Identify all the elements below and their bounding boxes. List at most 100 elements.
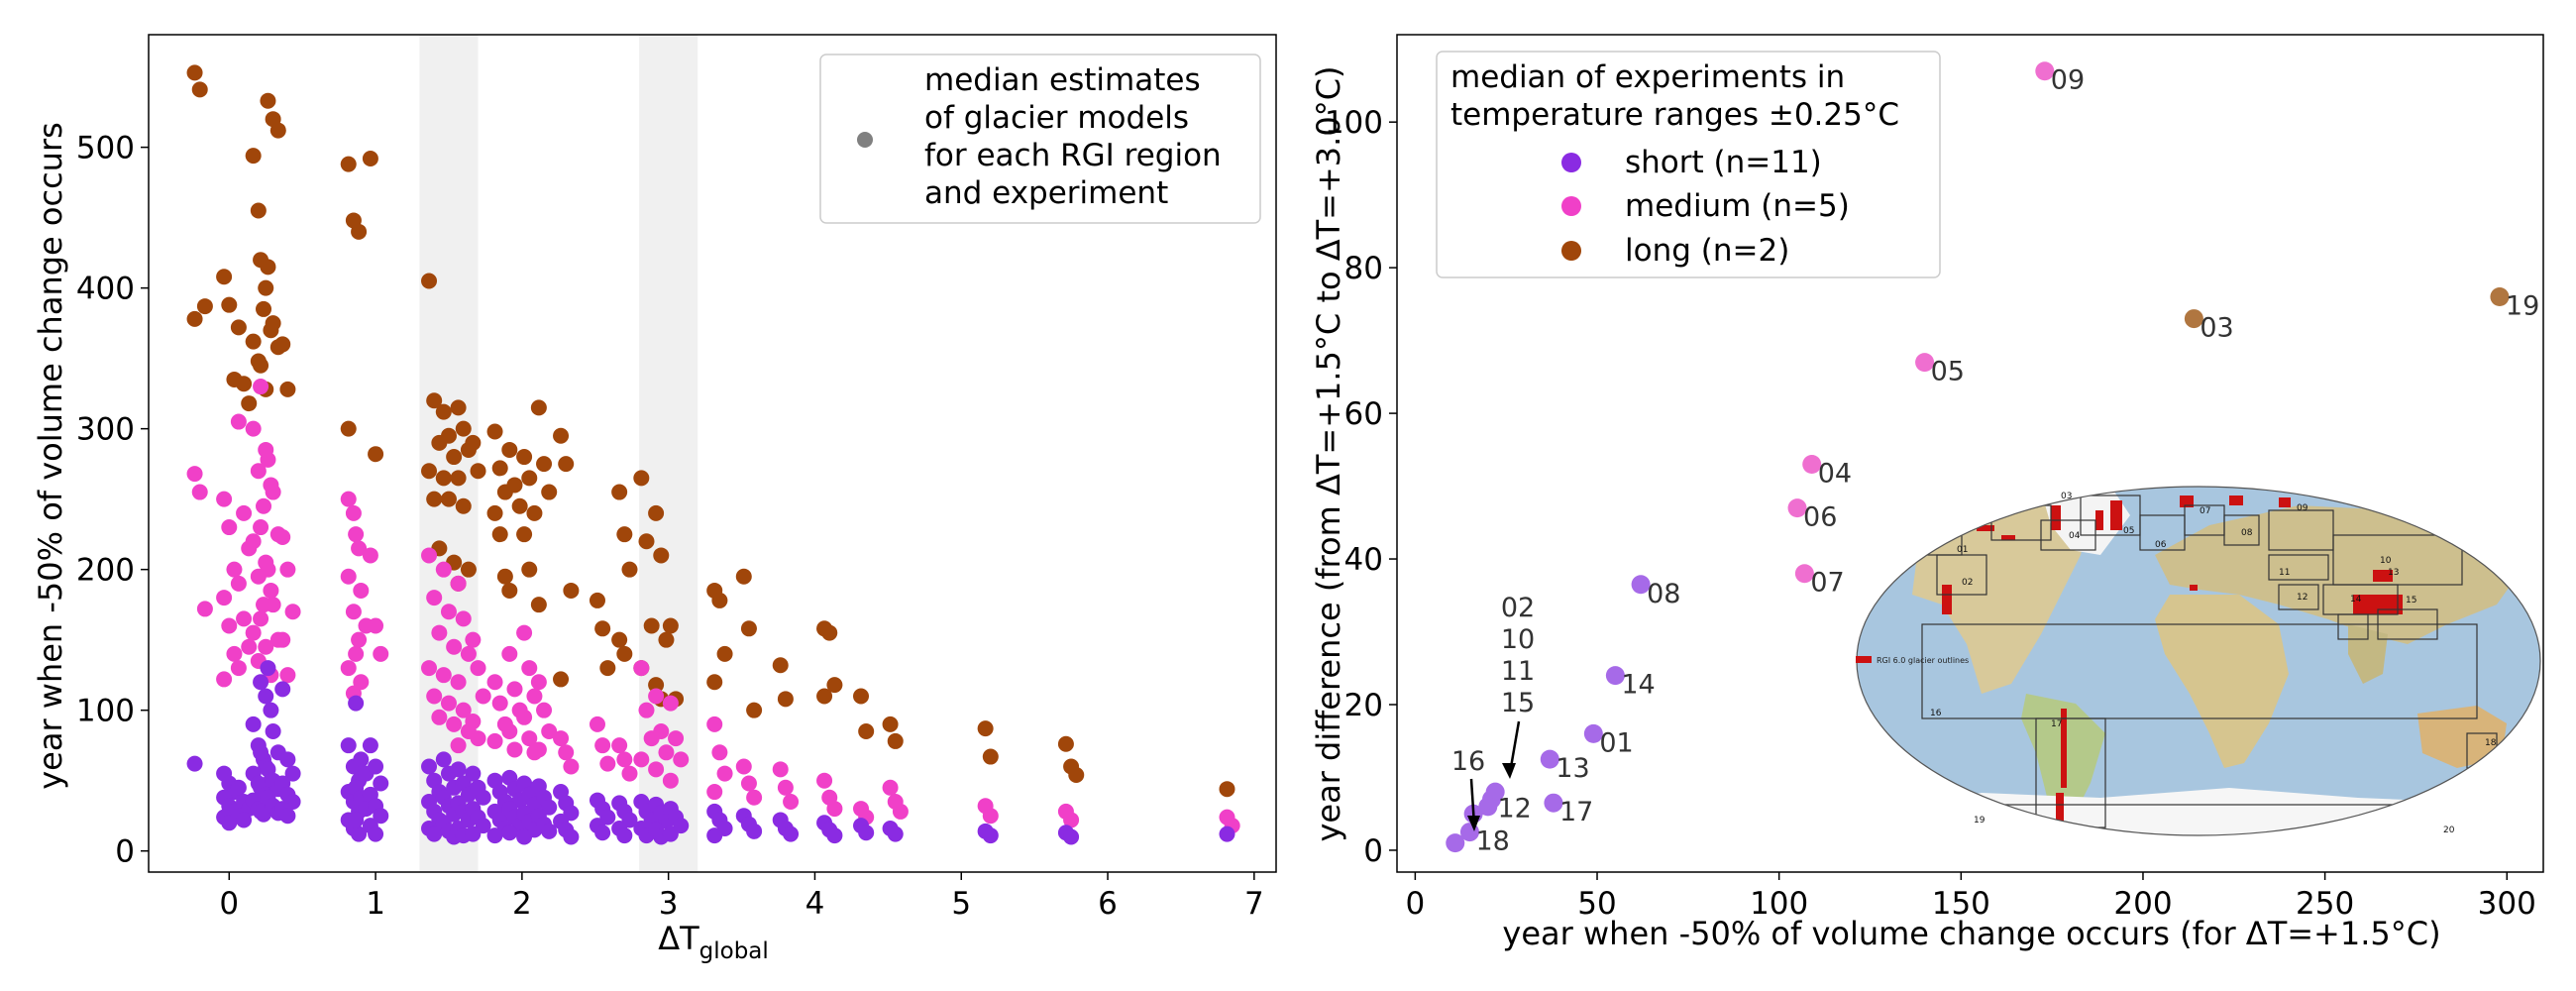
left-point [265,484,281,500]
right-annotations: 02 10 11 15 16 [1451,593,1535,831]
left-point [740,620,757,637]
left-point [558,744,575,761]
left-point [368,758,384,775]
left-point [887,732,904,749]
left-point [274,529,291,545]
left-point [368,617,384,634]
left-point [470,463,486,480]
left-point [279,561,296,578]
left-point [260,660,276,677]
left-point [541,722,558,739]
right-point-13 [1540,749,1559,769]
left-point [245,148,262,165]
left-point [421,463,438,480]
left-point [253,357,269,374]
left-point [284,604,301,620]
left-point [253,519,269,536]
left-point [616,751,633,768]
left-point [594,825,611,841]
left-point [450,761,467,778]
left-point [455,610,472,627]
left-point [253,803,269,820]
map-region-label-17: 17 [2051,719,2062,729]
map-glacier-outlines [1942,496,2502,823]
map-region-label-15: 15 [2406,596,2416,606]
left-point [340,660,357,677]
left-point [616,645,633,662]
right-point-04 [1802,455,1822,475]
left-point [465,826,482,842]
left-point [611,737,628,754]
left-point [279,381,296,397]
left-point [340,737,357,754]
left-point [450,399,467,416]
left-point [256,497,272,514]
left-point [982,808,999,825]
right-y-tick-label: 0 [1363,833,1383,869]
left-point [221,617,238,634]
left-point [186,64,203,81]
left-point [265,597,281,613]
left-point [340,420,357,437]
left-point [353,674,370,691]
left-point [221,519,238,536]
point-label-09: 09 [2051,65,2085,96]
left-point [536,702,553,718]
left-x-tick-label: 3 [659,886,679,922]
left-scatter-points [186,64,1240,845]
left-point [777,691,794,708]
left-point [521,660,538,677]
left-point [426,491,443,507]
annotation-arrowhead-1 [1502,763,1516,779]
left-point [783,793,800,810]
left-point [368,446,384,463]
left-point [455,702,472,718]
left-point [1219,781,1235,798]
legend-label-medium: medium (n=5) [1625,188,1850,224]
left-point [446,638,463,655]
map-region-label-04: 04 [2069,531,2081,541]
left-point [516,624,533,641]
map-legend-swatch [1856,656,1872,663]
left-point [260,451,276,468]
left-point [475,789,491,806]
right-y-tick-label: 100 [1325,105,1383,141]
left-point [491,526,508,543]
left-point [662,695,679,712]
left-point [648,677,665,694]
left-point [658,744,675,761]
left-point [716,645,733,662]
left-point [245,420,262,437]
left-point [638,702,655,718]
right-point-07 [1794,564,1814,584]
right-point-06 [1787,498,1807,518]
point-label-03: 03 [2200,313,2233,344]
left-point [236,376,253,392]
point-label-17: 17 [1559,797,1593,827]
left-point [226,561,243,578]
left-point [279,808,296,825]
left-point [648,688,665,705]
left-point [245,333,262,350]
left-point [858,825,875,841]
right-y-tick-label: 80 [1344,251,1383,286]
left-point [475,688,491,705]
left-point [887,826,904,842]
left-point [260,92,276,109]
left-point [772,761,789,778]
left-point [465,714,482,730]
left-point [216,590,233,606]
left-point [470,660,486,677]
map-region-label-14: 14 [2350,595,2362,605]
left-point [516,709,533,725]
left-x-ticks: 0 1 2 3 4 5 6 7 [219,872,1264,922]
left-point [486,504,503,521]
left-x-tick-label: 4 [805,886,825,922]
left-point [594,620,611,637]
right-point-09 [2035,61,2055,81]
left-point [221,296,238,313]
map-australia [2417,706,2507,768]
left-point [530,399,547,416]
left-point [345,604,362,620]
